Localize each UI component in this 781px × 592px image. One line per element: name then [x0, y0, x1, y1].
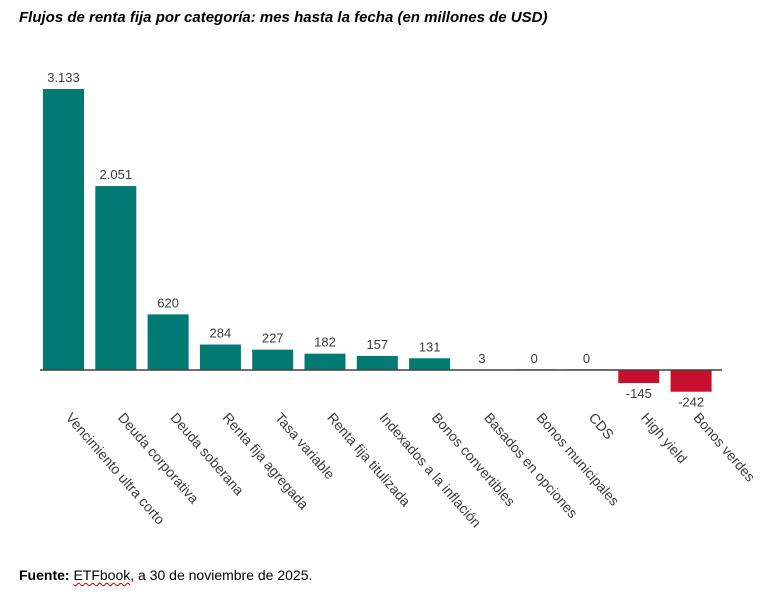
bar-bonos-verdes	[670, 370, 712, 392]
data-label-cds: 0	[583, 351, 590, 366]
bar-renta-fija-agregada	[199, 344, 241, 370]
category-label-vencimiento-ultra-corto: Vencimiento ultra corto	[63, 409, 169, 527]
data-label-vencimiento-ultra-corto: 3.133	[47, 70, 80, 85]
data-label-tasa-variable: 227	[262, 331, 284, 346]
bar-renta-fija-titulizada	[304, 353, 346, 370]
data-label-bonos-municipales: 0	[531, 351, 538, 366]
data-label-basados-en-opciones: 3	[478, 351, 485, 366]
data-label-indexados-a-la-inflaci-n: 157	[366, 337, 388, 352]
chart-title: Flujos de renta fija por categoría: mes …	[19, 9, 548, 26]
data-label-high-yield: -145	[626, 386, 652, 401]
data-label-renta-fija-agregada: 284	[210, 326, 232, 341]
category-label-indexados-a-la-inflaci-n: Indexados a la inflación	[377, 409, 485, 530]
data-label-bonos-verdes: -242	[678, 395, 704, 410]
bar-vencimiento-ultra-corto	[43, 89, 84, 370]
category-label-basados-en-opciones: Basados en opciones	[481, 409, 581, 521]
source-brand: ETFbook	[73, 567, 131, 583]
bar-deuda-soberana	[147, 314, 189, 370]
data-label-bonos-convertibles: 131	[419, 339, 441, 354]
bar-high-yield	[618, 370, 660, 384]
source-note: Fuente: ETFbook, a 30 de noviembre de 20…	[19, 567, 312, 583]
source-text: , a 30 de noviembre de 2025.	[130, 567, 313, 583]
data-label-renta-fija-titulizada: 182	[314, 335, 336, 350]
category-label-high-yield: High yield	[638, 409, 690, 466]
bar-deuda-corporativa	[95, 186, 137, 370]
bar-indexados-a-la-inflaci-n	[356, 355, 398, 370]
data-label-deuda-corporativa: 2.051	[100, 167, 133, 182]
data-label-deuda-soberana: 620	[157, 295, 179, 310]
category-label-bonos-verdes: Bonos verdes	[690, 409, 758, 484]
source-label: Fuente:	[19, 567, 70, 583]
bar-tasa-variable	[252, 349, 294, 370]
category-label-cds: CDS	[586, 409, 617, 442]
bar-bonos-convertibles	[409, 358, 451, 370]
